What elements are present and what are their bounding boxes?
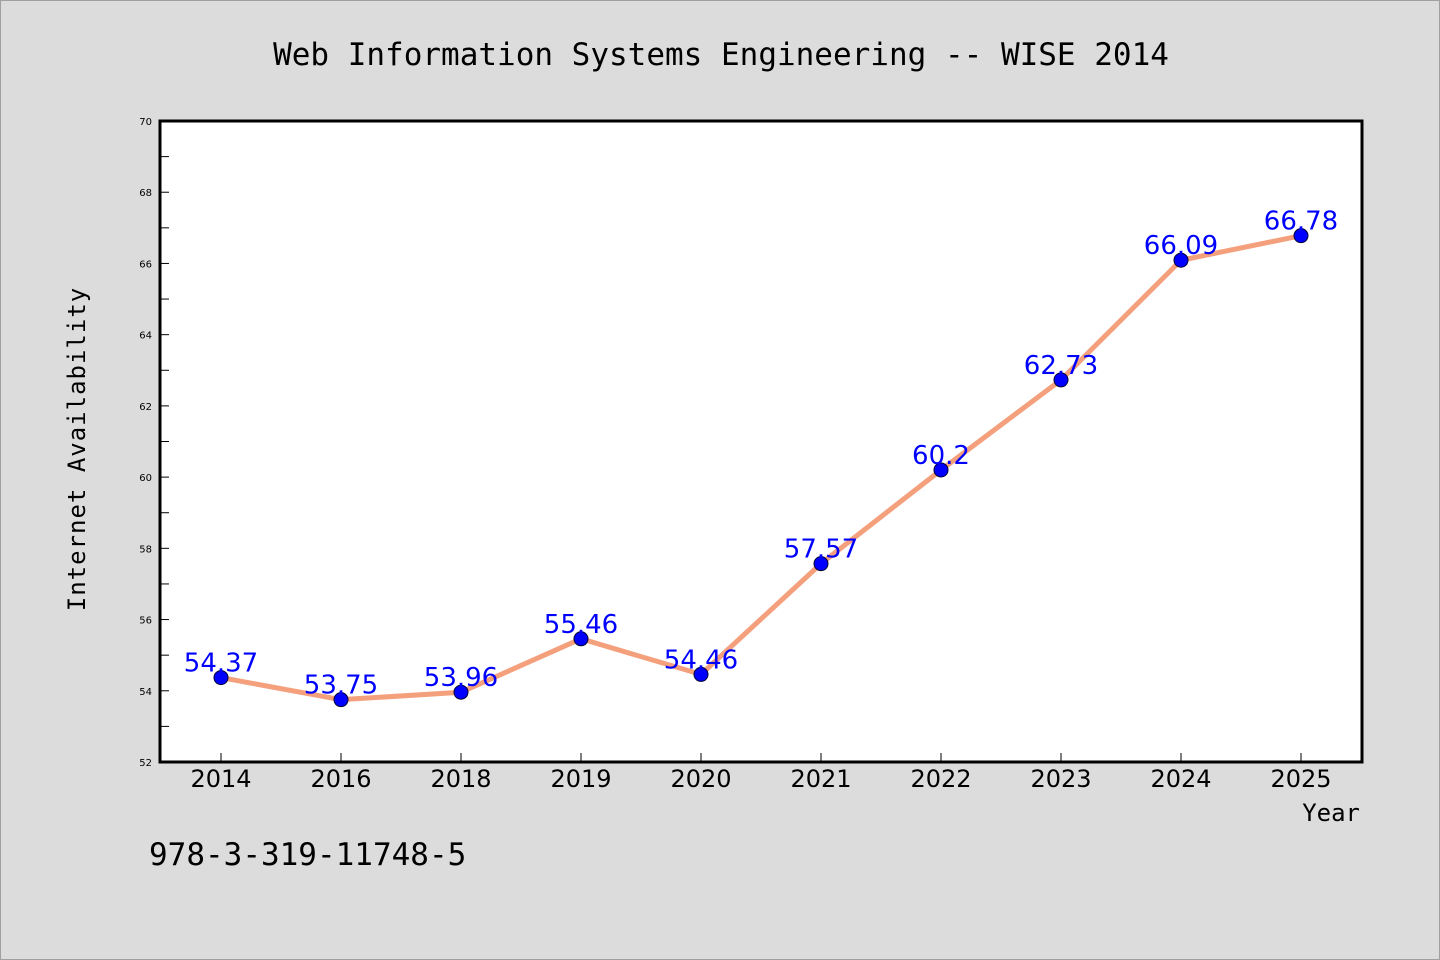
x-tick-label: 2025 [1270, 765, 1331, 793]
data-label: 54.37 [184, 649, 258, 679]
x-tick-label: 2014 [190, 765, 251, 793]
data-label: 66.09 [1144, 231, 1218, 261]
series-line [218, 233, 1304, 703]
data-point [1173, 252, 1189, 268]
y-tick-label: 62 [139, 402, 152, 413]
data-point [213, 670, 229, 686]
data-point [693, 666, 709, 682]
data-point [573, 631, 589, 647]
y-tick-label: 60 [139, 473, 152, 484]
data-point [1053, 372, 1069, 388]
data-label: 57.57 [784, 535, 858, 565]
data-label: 55.46 [544, 610, 618, 640]
y-tick-label: 58 [139, 544, 152, 555]
y-tick-label: 56 [139, 616, 152, 627]
data-label: 53.96 [424, 663, 498, 693]
y-tick-label: 64 [139, 331, 152, 342]
data-point [813, 556, 829, 572]
series-line-group [218, 233, 1304, 703]
data-label: 53.75 [304, 671, 378, 701]
x-tick-label: 2023 [1030, 765, 1091, 793]
x-axis-ticks: 2014 2016 2018 2019 2020 2021 2022 2023 2024 2025 [190, 753, 1332, 793]
data-label: 60.2 [912, 441, 970, 471]
data-label: 62.73 [1024, 351, 1098, 381]
y-axis-ticks: 52 54 56 58 60 62 64 66 68 70 [139, 117, 169, 769]
isbn-footnote: 978-3-319-11748-5 [149, 837, 466, 873]
x-axis-label: Year [1302, 799, 1360, 827]
x-tick-label: 2019 [550, 765, 611, 793]
x-tick-label: 2016 [310, 765, 371, 793]
x-tick-label: 2020 [670, 765, 731, 793]
x-tick-label: 2018 [430, 765, 491, 793]
y-tick-label: 66 [139, 259, 152, 270]
y-tick-label: 52 [139, 758, 152, 769]
y-axis-label: Internet Availability [63, 287, 91, 611]
y-tick-label: 68 [139, 188, 152, 199]
x-tick-label: 2021 [790, 765, 851, 793]
data-point [453, 684, 469, 700]
x-tick-label: 2022 [910, 765, 971, 793]
data-label: 54.46 [664, 645, 738, 675]
data-point [333, 692, 349, 708]
data-point [1293, 228, 1309, 244]
y-tick-label: 70 [139, 117, 152, 128]
data-markers [213, 228, 1309, 708]
data-point [933, 462, 949, 478]
y-tick-label: 54 [139, 687, 152, 698]
x-tick-label: 2024 [1150, 765, 1211, 793]
data-labels: 54.37 53.75 53.96 55.46 54.46 57.57 60.2 62.73 6… [184, 207, 1338, 701]
plot-area [158, 119, 1364, 764]
data-label: 66.78 [1264, 207, 1338, 237]
chart-title: Web Information Systems Engineering -- W… [273, 37, 1169, 73]
